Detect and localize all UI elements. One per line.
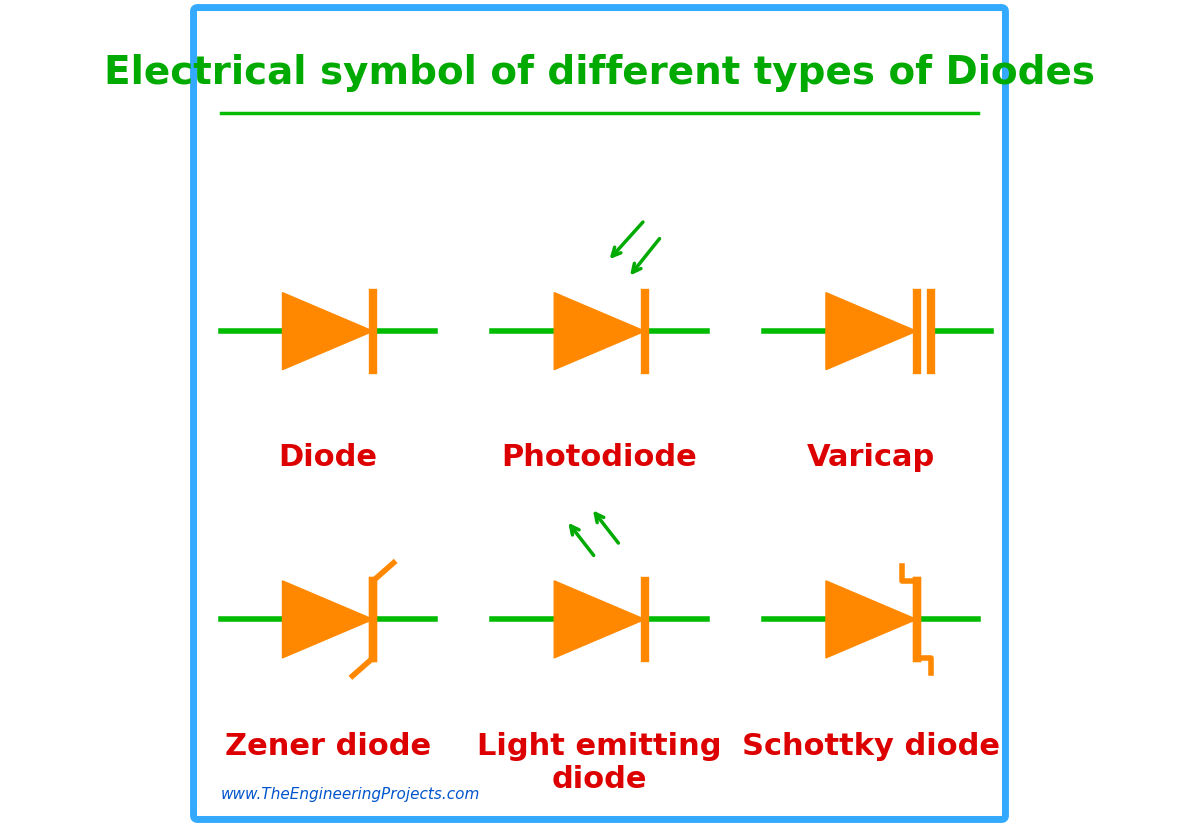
Text: Photodiode: Photodiode — [501, 443, 698, 472]
Polygon shape — [826, 581, 916, 658]
Polygon shape — [283, 581, 373, 658]
FancyBboxPatch shape — [193, 8, 1006, 820]
Text: Light emitting
diode: Light emitting diode — [477, 730, 722, 793]
Polygon shape — [283, 293, 373, 370]
Text: Diode: Diode — [278, 443, 378, 472]
Text: Electrical symbol of different types of Diodes: Electrical symbol of different types of … — [104, 54, 1095, 92]
Text: Varicap: Varicap — [807, 443, 935, 472]
Text: Schottky diode: Schottky diode — [742, 730, 1000, 759]
Polygon shape — [554, 581, 645, 658]
Polygon shape — [826, 293, 916, 370]
Text: www.TheEngineeringProjects.com: www.TheEngineeringProjects.com — [221, 786, 480, 801]
Polygon shape — [554, 293, 645, 370]
Text: Zener diode: Zener diode — [224, 730, 430, 759]
